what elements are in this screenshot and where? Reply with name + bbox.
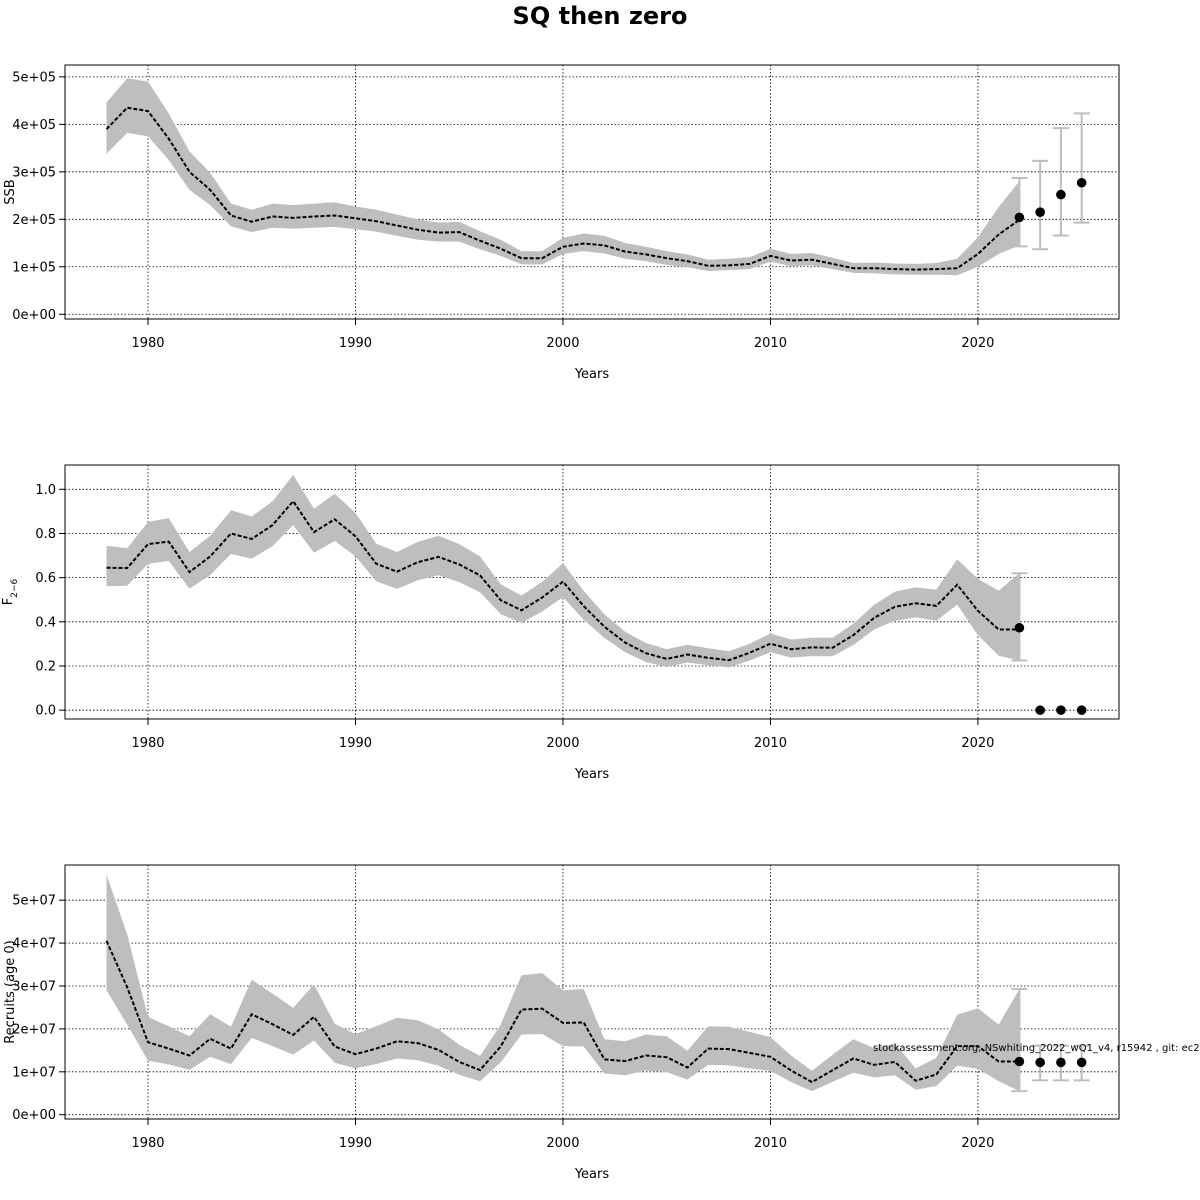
x-tick-label: 2010: [754, 1136, 787, 1151]
x-tick-label: 1980: [131, 1136, 164, 1151]
forecast-point: [1056, 705, 1066, 715]
y-tick-label: 3e+05: [12, 165, 56, 180]
forecast-point: [1035, 207, 1045, 217]
forecast-point: [1076, 705, 1087, 715]
ssb-panel: 1980 1990 2000 2010 2020 0e+00 1e+05 2e+05 3e+05…: [3, 64, 1120, 382]
x-axis-title: Years: [574, 767, 610, 782]
x-tick-label: 1990: [339, 336, 372, 351]
y-tick-label: 0.8: [35, 527, 56, 542]
forecast-point: [1076, 1057, 1087, 1068]
x-tick-label: 2020: [961, 336, 994, 351]
estimate-line: [106, 499, 1020, 662]
x-axis-title: Years: [574, 367, 610, 382]
y-tick-label: 0.6: [35, 571, 56, 586]
plot-frame: [64, 64, 1120, 320]
y-axis-title: SSB: [3, 179, 18, 204]
forecast-point: [1035, 1057, 1045, 1068]
x-tick-label: 2010: [754, 336, 787, 351]
x-axis-title: Years: [574, 1167, 610, 1182]
confidence-band: [106, 874, 1020, 1092]
recruits-panel: 1980 1990 2000 2010 2020 0e+00 1e+07 2e+07 3e+07…: [3, 864, 1120, 1182]
forecast-point: [1076, 177, 1087, 188]
x-tick-label: 1980: [131, 336, 164, 351]
confidence-band: [106, 78, 1020, 276]
y-tick-label: 2e+05: [12, 213, 56, 228]
y-tick-label: 2e+07: [12, 1022, 56, 1037]
y-tick-label: 0.4: [35, 615, 56, 630]
chart-title: SQ then zero: [512, 2, 688, 30]
y-tick-label: 4e+05: [12, 118, 56, 133]
forecast-point: [1035, 705, 1045, 715]
estimate-line: [105, 106, 1020, 271]
plot-frame: [64, 464, 1120, 720]
confidence-band: [106, 474, 1020, 668]
forecast-point: [1014, 1056, 1025, 1067]
x-tick-label: 1990: [339, 1136, 372, 1151]
y-tick-label: 1e+05: [12, 260, 56, 275]
x-tick-label: 2000: [546, 336, 579, 351]
x-tick-label: 2000: [546, 1136, 579, 1151]
forecast-point: [1014, 622, 1025, 633]
estimate-line: [105, 940, 1020, 1084]
forecast-point: [1056, 1057, 1066, 1068]
y-tick-label: 5e+07: [12, 894, 56, 909]
x-tick-label: 1990: [339, 736, 372, 751]
y-axis-title: Recruits (age 0): [3, 940, 18, 1044]
y-tick-label: 1.0: [35, 483, 56, 498]
forecast-point: [1056, 189, 1066, 200]
y-tick-label: 0e+00: [12, 1108, 56, 1123]
y-tick-label: 0.0: [35, 704, 56, 719]
y-tick-label: 3e+07: [12, 979, 56, 994]
footnote-text: stockassessment.org, NSwhiting_2022_wQ1_…: [873, 1043, 1200, 1054]
y-tick-label: 1e+07: [12, 1065, 56, 1080]
y-tick-label: 0.2: [35, 659, 56, 674]
y-axis-title: F2−6: [1, 578, 20, 605]
y-tick-label: 5e+05: [12, 70, 56, 85]
plot-frame: [64, 864, 1120, 1120]
x-tick-label: 2020: [961, 1136, 994, 1151]
x-tick-label: 2000: [546, 736, 579, 751]
y-axis-title-subscript: 2−6: [10, 578, 20, 597]
f-panel: 1980 1990 2000 2010 2020 0.0 0.2 0.4 0.6 0.8 1.0 Ye…: [1, 464, 1120, 782]
x-tick-label: 1980: [131, 736, 164, 751]
y-tick-label: 4e+07: [12, 937, 56, 952]
forecast-point: [1014, 212, 1025, 223]
x-tick-label: 2010: [754, 736, 787, 751]
x-tick-label: 2020: [961, 736, 994, 751]
y-tick-label: 0e+00: [12, 308, 56, 323]
